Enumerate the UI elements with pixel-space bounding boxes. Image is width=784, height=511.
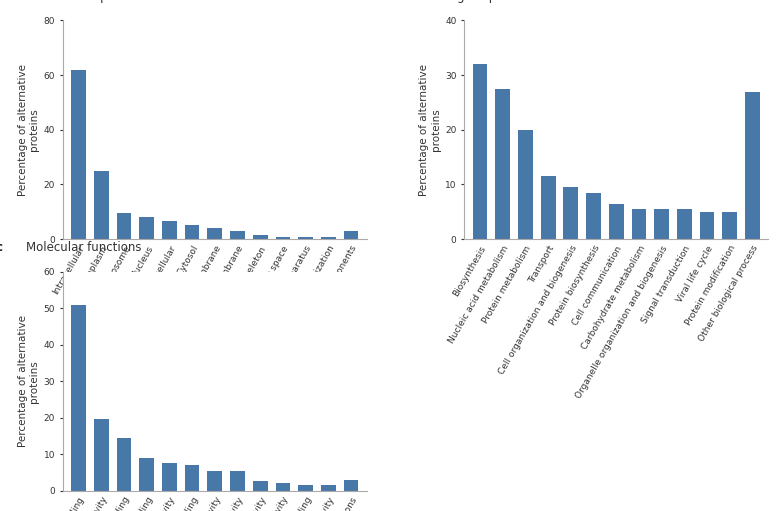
Bar (230, 231, 245, 239)
Bar (185, 465, 199, 491)
Bar (298, 485, 313, 491)
Bar (71, 305, 86, 491)
Bar (252, 481, 267, 491)
Bar (722, 212, 737, 239)
Bar (586, 193, 601, 239)
Text: a: a (0, 0, 4, 3)
Bar (699, 212, 714, 239)
Y-axis label: Percentage of alternative
proteins: Percentage of alternative proteins (18, 64, 39, 196)
Y-axis label: Percentage of alternative
proteins: Percentage of alternative proteins (419, 64, 441, 196)
Bar (655, 209, 669, 239)
Bar (564, 187, 579, 239)
Bar (208, 228, 222, 239)
Bar (140, 217, 154, 239)
Text: Cellular components: Cellular components (26, 0, 148, 3)
Bar (117, 438, 132, 491)
Bar (298, 237, 313, 239)
Bar (162, 463, 176, 491)
Bar (343, 231, 358, 239)
Bar (518, 130, 533, 239)
Bar (185, 225, 199, 239)
Bar (230, 471, 245, 491)
Text: Biological process: Biological process (428, 0, 534, 3)
Y-axis label: Percentage of alternative
proteins: Percentage of alternative proteins (18, 315, 39, 447)
Bar (71, 69, 86, 239)
Bar (162, 221, 176, 239)
Bar (321, 485, 336, 491)
Bar (208, 471, 222, 491)
Bar (745, 91, 760, 239)
Bar (473, 64, 488, 239)
Bar (495, 89, 510, 239)
Bar (94, 171, 109, 239)
Bar (275, 483, 290, 491)
Bar (609, 203, 623, 239)
Text: b: b (397, 0, 405, 3)
Bar (632, 209, 646, 239)
Bar (140, 458, 154, 491)
Bar (94, 420, 109, 491)
Bar (321, 237, 336, 239)
Bar (677, 209, 691, 239)
Text: c: c (0, 241, 3, 254)
Bar (541, 176, 556, 239)
Text: Molecular functions: Molecular functions (26, 241, 142, 254)
Bar (343, 480, 358, 491)
Bar (117, 213, 132, 239)
Bar (252, 235, 267, 239)
Bar (275, 237, 290, 239)
